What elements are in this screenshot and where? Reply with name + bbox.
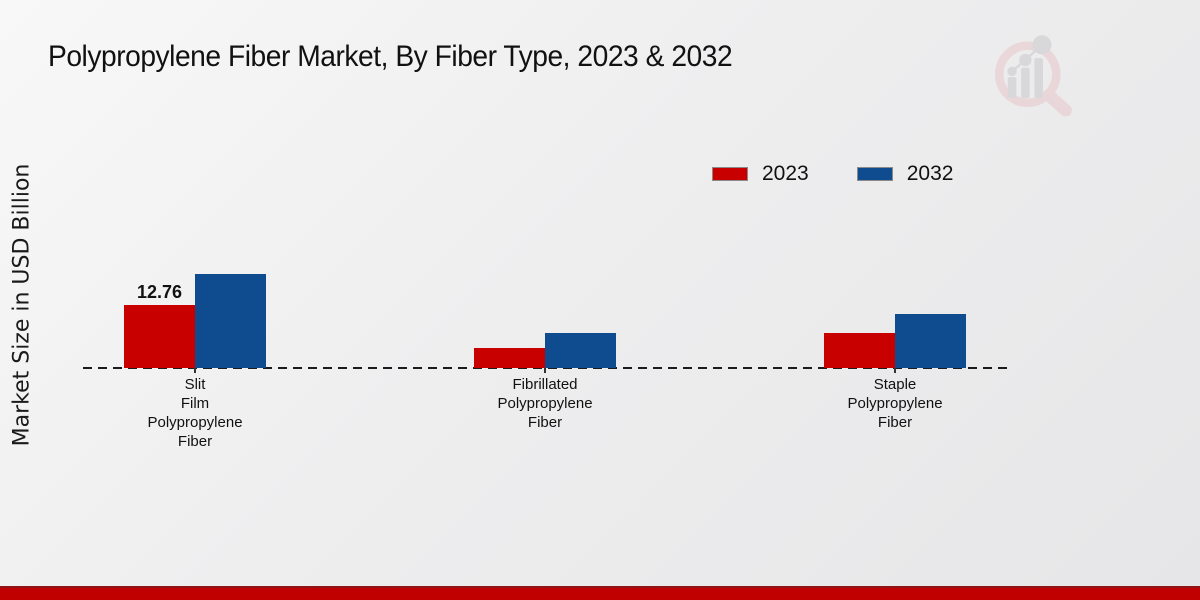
bar-2023-category-1 <box>474 347 545 368</box>
legend-label-2023: 2023 <box>762 162 809 185</box>
legend-swatch-2023 <box>712 167 748 181</box>
magnifier-bar-chart-logo-watermark <box>994 35 1072 117</box>
bar-2032-category-2 <box>895 314 966 368</box>
legend: 2023 2032 <box>712 162 953 186</box>
x-axis-tick <box>894 368 896 373</box>
x-category-label-1: Fibrillated Polypropylene Fiber <box>497 376 593 431</box>
legend-label-2032: 2032 <box>906 162 954 185</box>
legend-swatch-2032 <box>856 167 893 181</box>
legend-item-2023: 2023 <box>712 162 809 186</box>
bar-2023-category-2 <box>824 332 895 368</box>
footer-accent-band <box>0 586 1200 600</box>
legend-item-2032: 2032 <box>856 162 954 186</box>
bar-value-label: 12.76 <box>136 282 183 302</box>
x-category-label-0: Slit Film Polypropylene Fiber <box>147 376 243 450</box>
x-category-label-2: Staple Polypropylene Fiber <box>847 376 943 431</box>
x-axis-tick <box>194 368 196 373</box>
bar-2032-category-0 <box>195 274 266 368</box>
bar-2023-category-0 <box>124 305 195 368</box>
x-axis-tick <box>544 368 546 373</box>
bar-2032-category-1 <box>545 332 616 368</box>
chart-title: Polypropylene Fiber Market, By Fiber Typ… <box>48 40 733 73</box>
